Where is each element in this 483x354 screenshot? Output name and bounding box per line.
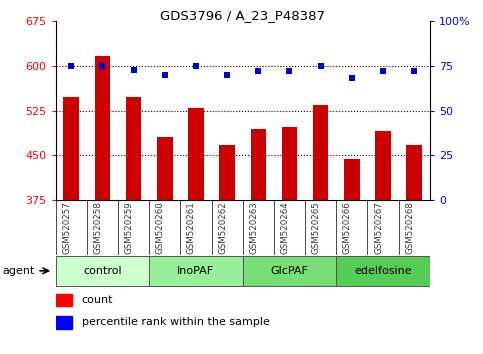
Bar xyxy=(407,144,422,200)
Point xyxy=(223,72,231,78)
Text: GSM520266: GSM520266 xyxy=(343,202,352,255)
Point xyxy=(348,76,356,81)
Bar xyxy=(56,294,72,307)
Text: InoPAF: InoPAF xyxy=(177,266,214,276)
Text: GlcPAF: GlcPAF xyxy=(270,266,309,276)
Bar xyxy=(375,131,391,200)
Text: GSM520258: GSM520258 xyxy=(93,202,102,255)
Text: percentile rank within the sample: percentile rank within the sample xyxy=(82,317,270,327)
Point xyxy=(255,68,262,74)
Text: GSM520259: GSM520259 xyxy=(125,202,133,254)
Text: control: control xyxy=(83,266,122,276)
FancyBboxPatch shape xyxy=(336,256,430,286)
Point xyxy=(379,68,387,74)
Point xyxy=(67,63,75,69)
Point xyxy=(411,68,418,74)
Bar xyxy=(56,316,72,329)
Bar xyxy=(126,97,142,200)
FancyBboxPatch shape xyxy=(149,256,242,286)
Bar xyxy=(63,97,79,200)
FancyBboxPatch shape xyxy=(242,256,336,286)
Point xyxy=(129,67,137,72)
Text: GSM520262: GSM520262 xyxy=(218,202,227,255)
Text: GSM520267: GSM520267 xyxy=(374,202,383,255)
Bar xyxy=(219,144,235,200)
Bar xyxy=(282,127,298,200)
Text: GSM520265: GSM520265 xyxy=(312,202,321,255)
Text: GSM520257: GSM520257 xyxy=(62,202,71,255)
Bar xyxy=(95,56,110,200)
Point xyxy=(161,72,169,78)
FancyBboxPatch shape xyxy=(56,256,149,286)
Point xyxy=(285,68,293,74)
Text: GSM520261: GSM520261 xyxy=(187,202,196,255)
Bar xyxy=(157,137,172,200)
Point xyxy=(99,63,106,69)
Bar xyxy=(251,129,266,200)
Text: edelfosine: edelfosine xyxy=(354,266,412,276)
Text: GSM520260: GSM520260 xyxy=(156,202,165,255)
Text: GSM520268: GSM520268 xyxy=(405,202,414,255)
Point xyxy=(317,63,325,69)
Bar xyxy=(313,105,328,200)
Text: GSM520264: GSM520264 xyxy=(281,202,289,255)
Bar xyxy=(188,108,204,200)
Point xyxy=(192,63,200,69)
Text: agent: agent xyxy=(2,266,35,276)
Text: GDS3796 / A_23_P48387: GDS3796 / A_23_P48387 xyxy=(160,9,325,22)
Text: count: count xyxy=(82,295,113,305)
Bar xyxy=(344,160,360,200)
Text: GSM520263: GSM520263 xyxy=(249,202,258,255)
